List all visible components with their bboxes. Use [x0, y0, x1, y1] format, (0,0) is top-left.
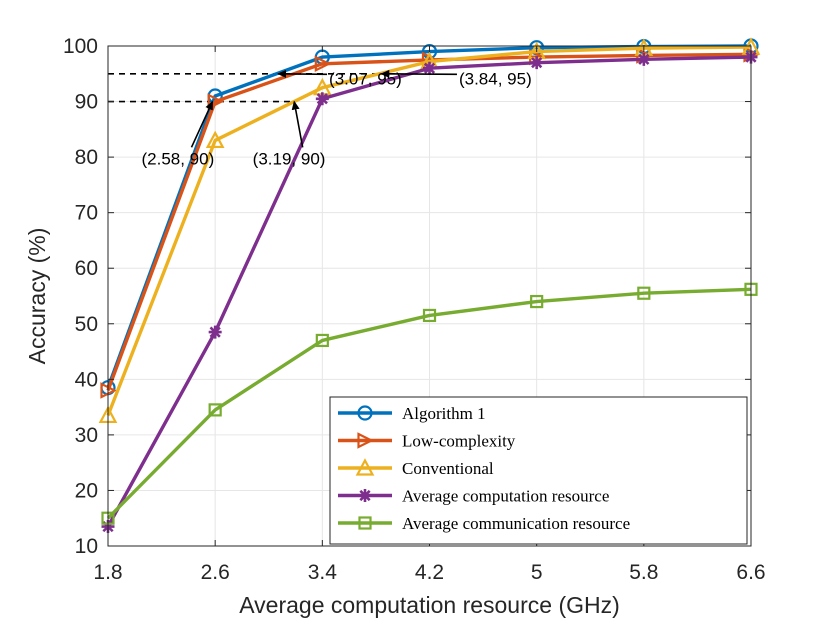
- legend-box: [329, 396, 748, 545]
- legend-label: Algorithm 1: [402, 404, 486, 423]
- data-point: [637, 286, 651, 300]
- legend-swatch-marker: [357, 405, 373, 421]
- annotation-arrow: [277, 69, 328, 78]
- data-point: [315, 333, 329, 348]
- data-point: [208, 403, 222, 417]
- y-tick-label: 30: [75, 424, 98, 447]
- x-tick-label: 3.4: [308, 561, 338, 584]
- data-point: [423, 61, 436, 75]
- data-point: [422, 308, 437, 323]
- x-tick-label: 6.6: [736, 561, 765, 584]
- reference-lines: [108, 72, 382, 103]
- series-line: [106, 287, 752, 520]
- annotation-label: (3.84, 95): [459, 69, 532, 88]
- x-axis: 1.8 2.6 3.4 4.2 5 5.8 6.6: [93, 46, 766, 584]
- y-tick-label: 90: [75, 91, 98, 114]
- data-point: [314, 55, 332, 73]
- y-tick-label: 100: [63, 35, 98, 58]
- annotation-arrow: [380, 69, 457, 78]
- data-point: [315, 92, 329, 106]
- legend-label: Average computation resource: [402, 487, 609, 506]
- y-tick-label: 50: [75, 313, 98, 336]
- legend-label: Average communication resource: [402, 514, 630, 533]
- y-tick-label: 70: [75, 202, 98, 225]
- data-point: [530, 56, 544, 70]
- x-tick-label: 5.8: [629, 561, 658, 584]
- legend-swatch-marker: [358, 489, 372, 502]
- y-axis-title: Accuracy (%): [24, 228, 50, 365]
- data-point: [205, 130, 225, 149]
- y-tick-label: 20: [75, 479, 98, 502]
- data-point: [530, 294, 544, 309]
- legend: Algorithm 1 Low-complexity Conventional Ave…: [329, 396, 748, 545]
- y-tick-label: 80: [75, 146, 98, 169]
- x-tick-label: 4.2: [415, 561, 444, 584]
- annotation-arrow: [190, 100, 214, 148]
- data-point: [208, 325, 222, 339]
- legend-swatch-marker: [357, 432, 374, 449]
- legend-swatch-marker: [355, 458, 375, 476]
- x-tick-label: 5: [531, 561, 543, 584]
- annotation-label: (2.58, 90): [141, 149, 214, 168]
- annotation-label: (3.19, 90): [253, 149, 326, 168]
- x-axis-title: Average computation resource (GHz): [239, 592, 620, 618]
- y-tick-label: 60: [75, 257, 98, 280]
- y-tick-label: 40: [75, 368, 98, 391]
- annotation-arrow: [291, 100, 304, 148]
- annotations: (3.07, 95) (3.84, 95) (2.58, 90) (3.19, 90): [141, 69, 531, 168]
- x-tick-label: 1.8: [93, 561, 122, 584]
- y-axis: 10 20 30 40 50 60 70 80 90 100: [63, 35, 751, 558]
- annotation-label: (3.07, 95): [329, 69, 402, 88]
- legend-label: Low-complexity: [402, 432, 516, 451]
- legend-label: Conventional: [402, 459, 494, 478]
- legend-swatch-marker: [358, 516, 372, 530]
- data-point: [421, 43, 438, 60]
- data-point: [637, 52, 651, 66]
- y-tick-label: 10: [75, 535, 98, 558]
- x-tick-label: 2.6: [201, 561, 230, 584]
